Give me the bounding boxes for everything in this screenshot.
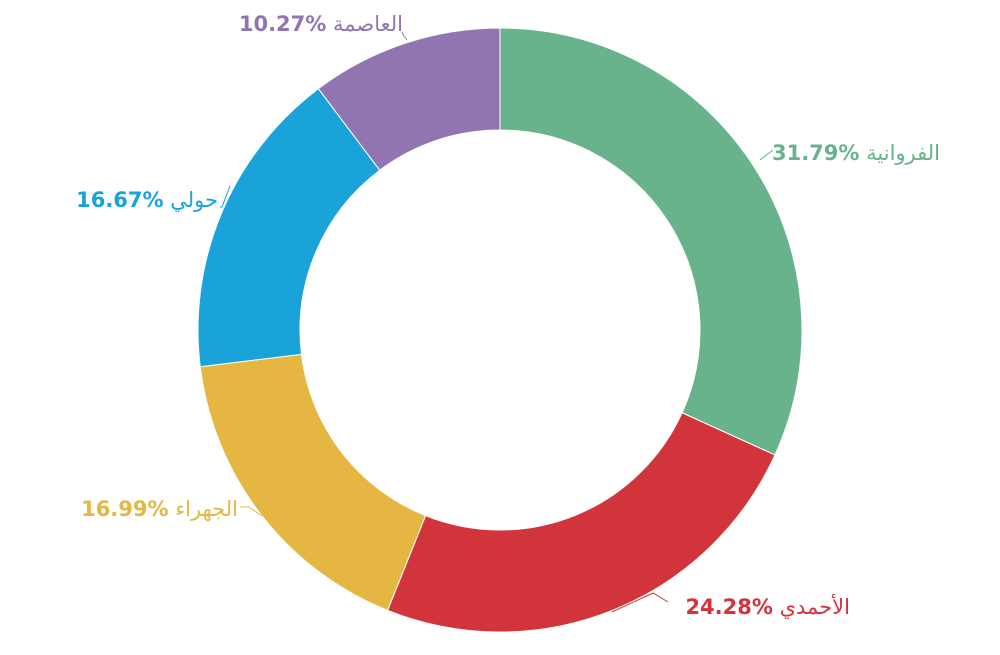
donut-slice [199,353,427,611]
slice-name: حولي [164,188,218,212]
slice-name: الجهراء [169,497,238,521]
slice-percent: 16.99% [81,497,168,521]
slices-layer [197,27,803,633]
slice-name: الأحمدي [773,594,850,619]
donut-slice [317,27,501,171]
slice-percent: 16.67% [76,188,163,212]
slice-percent: 24.28% [685,595,772,619]
slice-name: الفروانية [859,141,940,165]
slice-percent: 10.27% [239,12,326,36]
slice-label: 16.99% الجهراء [81,497,238,521]
slice-label: 31.79% الفروانية [772,141,940,165]
slice-label: 10.27% العاصمة [239,12,403,36]
slice-name: العاصمة [326,12,403,36]
slice-label: 24.28% الأحمدي [685,594,850,619]
slice-label: 16.67% حولي [76,188,218,212]
donut-slice [386,412,776,633]
leader-line [401,31,408,41]
donut-slice [499,27,803,456]
slice-percent: 31.79% [772,141,859,165]
leader-line [220,185,231,208]
leader-lines-layer [220,31,774,613]
leader-line [611,592,669,613]
slice-labels-layer: 31.79% الفروانية 24.28% الأحمدي 16.99% الج… [76,12,940,619]
leader-line [759,149,774,161]
leader-line [240,506,263,517]
